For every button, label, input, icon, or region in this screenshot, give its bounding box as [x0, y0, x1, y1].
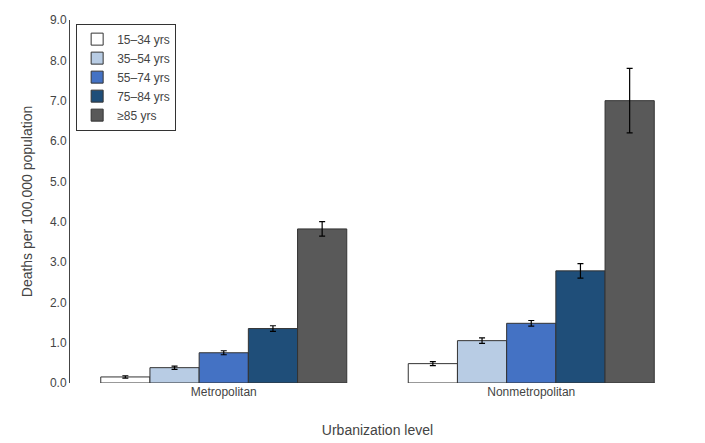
- svg-text:6.0: 6.0: [50, 134, 67, 148]
- svg-text:Metropolitan: Metropolitan: [191, 385, 257, 399]
- svg-text:9.0: 9.0: [50, 13, 67, 27]
- svg-text:35–54 yrs: 35–54 yrs: [117, 52, 170, 66]
- svg-text:2.0: 2.0: [50, 296, 67, 310]
- svg-text:15–34 yrs: 15–34 yrs: [117, 33, 170, 47]
- svg-text:3.0: 3.0: [50, 255, 67, 269]
- svg-text:≥85 yrs: ≥85 yrs: [117, 109, 156, 123]
- svg-text:55–74 yrs: 55–74 yrs: [117, 71, 170, 85]
- svg-text:Deaths per 100,000 population: Deaths per 100,000 population: [19, 106, 35, 297]
- svg-text:5.0: 5.0: [50, 175, 67, 189]
- svg-text:8.0: 8.0: [50, 54, 67, 68]
- svg-text:7.0: 7.0: [50, 94, 67, 108]
- svg-text:0.0: 0.0: [50, 376, 67, 390]
- svg-text:1.0: 1.0: [50, 336, 67, 350]
- svg-text:Urbanization level: Urbanization level: [322, 422, 433, 438]
- svg-text:75–84 yrs: 75–84 yrs: [117, 90, 170, 104]
- svg-text:4.0: 4.0: [50, 215, 67, 229]
- svg-text:Nonmetropolitan: Nonmetropolitan: [487, 385, 575, 399]
